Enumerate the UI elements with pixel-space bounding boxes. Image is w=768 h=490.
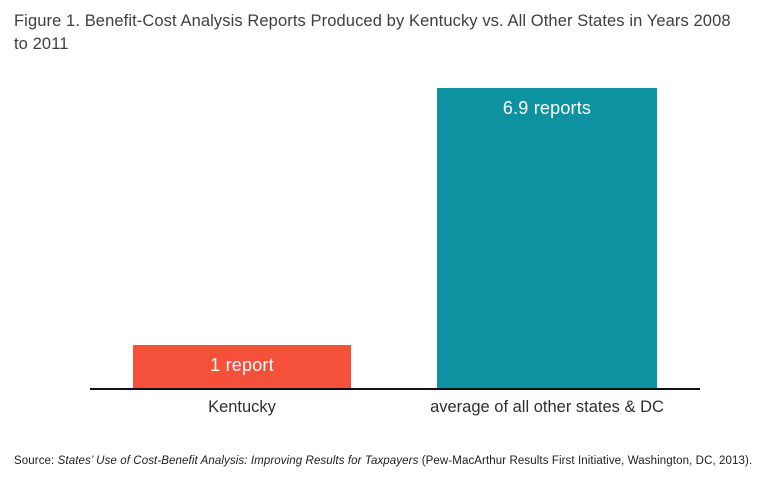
figure-title: Figure 1. Benefit-Cost Analysis Reports … bbox=[14, 12, 731, 54]
bar-chart-plot-area: 1 report 6.9 reports bbox=[90, 88, 700, 388]
source-citation: Source: States’ Use of Cost-Benefit Anal… bbox=[14, 455, 760, 467]
bar-value-label-kentucky: 1 report bbox=[210, 354, 274, 375]
x-axis-label-other-states: average of all other states & DC bbox=[430, 398, 664, 416]
x-axis-line bbox=[90, 388, 700, 390]
source-prefix: Source: bbox=[14, 455, 58, 467]
source-title: States’ Use of Cost-Benefit Analysis: Im… bbox=[57, 455, 419, 467]
bar-value-label-other-states: 6.9 reports bbox=[502, 98, 592, 118]
x-axis-label-kentucky: Kentucky bbox=[208, 398, 276, 416]
x-axis-labels: Kentucky average of all other states & D… bbox=[90, 398, 700, 424]
bar-other-states: 6.9 reports bbox=[437, 88, 657, 388]
bar-kentucky: 1 report bbox=[133, 344, 351, 388]
source-suffix: (Pew-MacArthur Results First Initiative,… bbox=[418, 455, 753, 467]
